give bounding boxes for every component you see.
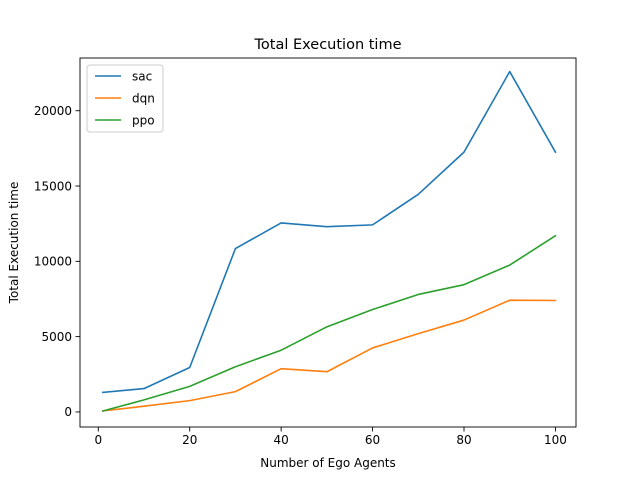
legend-box — [86, 64, 164, 133]
chart-title: Total Execution time — [254, 37, 402, 53]
legend-label-ppo: ppo — [132, 114, 155, 128]
x-tick-label: 0 — [94, 433, 102, 447]
y-axis: 0 5000 10000 15000 20000 — [34, 104, 80, 419]
series-line-ppo — [101, 234, 557, 413]
x-tick-label: 100 — [544, 433, 567, 447]
x-tick-label: 80 — [456, 433, 471, 447]
x-tick-label: 40 — [274, 433, 289, 447]
plot-frame — [79, 57, 577, 428]
x-axis-label: Number of Ego Agents — [260, 456, 396, 470]
x-tick-label: 60 — [365, 433, 380, 447]
series-line-sac — [101, 70, 557, 394]
legend-entries: sac dqn ppo — [95, 70, 155, 128]
series-layer — [101, 70, 557, 413]
y-tick-label: 0 — [64, 405, 72, 419]
y-tick-label: 10000 — [34, 255, 72, 269]
legend-label-dqn: dqn — [132, 92, 155, 106]
legend: sac dqn ppo — [86, 64, 164, 133]
x-axis: 0 20 40 60 80 100 — [94, 427, 567, 447]
y-tick-label: 5000 — [41, 330, 72, 344]
series-line-dqn — [101, 299, 557, 412]
y-tick-label: 20000 — [34, 104, 72, 118]
x-tick-label: 20 — [182, 433, 197, 447]
y-tick-label: 15000 — [34, 179, 72, 193]
y-axis-label: Total Execution time — [7, 182, 21, 305]
legend-label-sac: sac — [132, 70, 152, 84]
